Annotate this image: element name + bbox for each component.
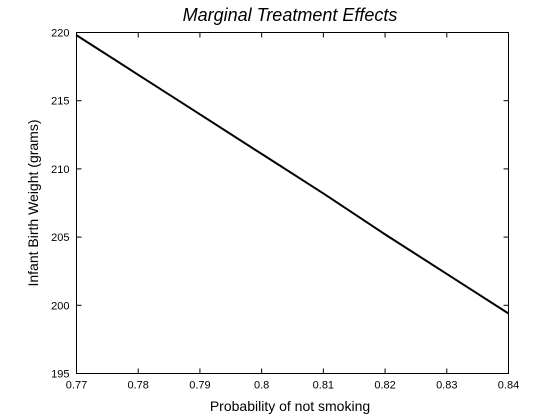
plot-area: 0.77 0.78 0.79 0.8 0.81 0.82 0.83 0.84 195 200 20…: [51, 28, 519, 392]
x-tick-label: 0.77: [66, 380, 87, 392]
x-tick-label: 0.84: [498, 380, 519, 392]
series-line: [75, 34, 510, 315]
plot-frame: [76, 32, 509, 374]
x-tick-label: 0.78: [128, 380, 149, 392]
y-tick-label: 215: [51, 96, 69, 108]
y-tick-label: 220: [51, 28, 69, 40]
x-axis: 0.77 0.78 0.79 0.8 0.81 0.82 0.83 0.84: [66, 32, 519, 392]
y-tick-label: 205: [51, 232, 69, 244]
y-axis-label: Infant Birth Weight (grams): [25, 119, 41, 286]
y-tick-label: 200: [51, 300, 69, 312]
series-layer: [75, 34, 510, 315]
x-tick-label: 0.81: [313, 380, 334, 392]
y-axis: 195 200 205 210 215 220: [51, 28, 509, 381]
x-tick-label: 0.8: [254, 380, 269, 392]
chart-title: Marginal Treatment Effects: [183, 5, 398, 25]
x-tick-label: 0.79: [189, 380, 210, 392]
x-axis-label: Probability of not smoking: [210, 398, 370, 414]
x-tick-label: 0.82: [374, 380, 395, 392]
x-tick-label: 0.83: [436, 380, 457, 392]
y-tick-label: 210: [51, 164, 69, 176]
y-tick-label: 195: [51, 369, 69, 381]
